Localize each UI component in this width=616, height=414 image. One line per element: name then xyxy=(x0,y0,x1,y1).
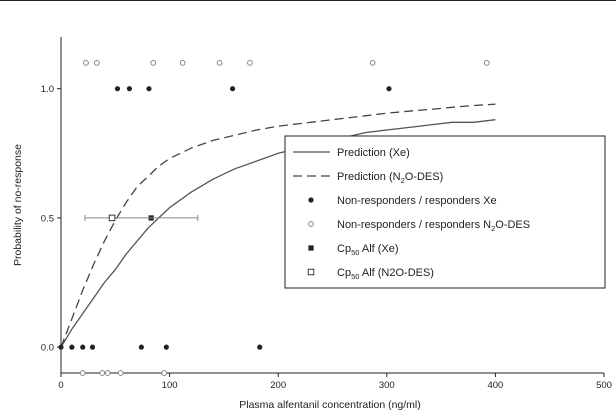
y-axis-label: Probability of no-response xyxy=(12,144,24,266)
n2o-des-data-point xyxy=(79,370,86,376)
x-tick-label: 100 xyxy=(162,380,178,391)
legend-swatch-marker xyxy=(308,197,314,203)
x-tick-label: 400 xyxy=(487,380,503,391)
cp50-n2o-des-point xyxy=(108,214,116,222)
xe-data-point xyxy=(69,344,75,350)
n2o-des-data-point xyxy=(369,59,376,66)
legend-swatch-marker xyxy=(307,268,315,276)
legend-label-main: Cp xyxy=(337,267,351,279)
legend-label-main: Prediction (Xe) xyxy=(337,147,410,159)
legend-label-subscript: 2 xyxy=(401,176,405,185)
legend-label-rest: Alf (N2O-DES) xyxy=(359,267,434,279)
legend-label-main: Non-responders / responders N xyxy=(337,219,491,231)
xe-data-point xyxy=(138,344,144,350)
xe-data-point xyxy=(229,86,236,92)
n2o-des-data-point xyxy=(93,59,100,66)
legend-label: Prediction (N2O-DES) xyxy=(337,171,443,185)
top-rule-divider xyxy=(0,0,616,1)
legend-swatch-marker xyxy=(308,221,314,227)
axes-layer: 0 100 200 300 400 500 0.0 0.5 1.0 xyxy=(41,37,612,391)
legend-label: Non-responders / responders N2O-DES xyxy=(337,219,530,233)
legend-label: Non-responders / responders Xe xyxy=(337,195,497,207)
prediction-xe-line xyxy=(60,119,496,348)
legend-label-main: Non-responders / responders Xe xyxy=(337,195,497,207)
n2o-des-data-point xyxy=(161,370,168,376)
xe-data-point xyxy=(114,86,121,92)
n2o-des-data-point xyxy=(247,59,253,66)
xe-data-point xyxy=(146,86,152,92)
x-tick-label: 300 xyxy=(379,380,395,391)
xe-data-point xyxy=(89,344,96,350)
legend-swatch-marker xyxy=(308,245,314,251)
xe-data-point xyxy=(80,344,86,350)
legend-label-rest: Alf (Xe) xyxy=(359,243,398,255)
n2o-des-data-point xyxy=(179,59,186,66)
x-tick-label: 200 xyxy=(270,380,286,391)
xe-data-point xyxy=(386,86,392,92)
n2o-des-data-point xyxy=(150,59,157,66)
y-tick-label: 0.5 xyxy=(41,213,54,224)
xe-data-point xyxy=(257,344,263,350)
n2o-des-data-point xyxy=(104,370,111,376)
legend-label-subscript: 50 xyxy=(351,272,359,281)
x-tick-label: 0 xyxy=(58,380,63,391)
n2o-des-data-point xyxy=(99,370,106,376)
legend-label: Prediction (Xe) xyxy=(337,147,410,159)
n2o-des-data-point xyxy=(83,59,89,66)
xe-data-point xyxy=(163,344,169,350)
legend-label: Cp50 Alf (Xe) xyxy=(337,243,399,257)
legend-label-main: Cp xyxy=(337,243,351,255)
legend-label-rest: O-DES) xyxy=(405,171,444,183)
legend-label-main: Prediction (N xyxy=(337,171,401,183)
legend-label-rest: O-DES xyxy=(495,219,530,231)
x-axis-label: Plasma alfentanil concentration (ng/ml) xyxy=(239,399,421,411)
legend-box xyxy=(284,135,606,289)
xe-data-point xyxy=(126,86,133,92)
series-layer xyxy=(58,59,496,376)
legend-label-subscript: 50 xyxy=(351,248,359,257)
y-tick-label: 0.0 xyxy=(41,343,54,354)
legend-label: Cp50 Alf (N2O-DES) xyxy=(337,267,434,281)
y-tick-label: 1.0 xyxy=(41,84,54,95)
xe-data-point xyxy=(58,344,64,350)
x-tick-label: 500 xyxy=(596,380,612,391)
n2o-des-data-point xyxy=(483,59,490,66)
prediction-n2o-des-line xyxy=(60,103,496,348)
legend-layer: Prediction (Xe)Prediction (N2O-DES)Non-r… xyxy=(284,135,606,289)
legend-label-subscript: 2 xyxy=(491,224,495,233)
n2o-des-data-point xyxy=(117,370,124,376)
n2o-des-data-point xyxy=(216,59,223,66)
